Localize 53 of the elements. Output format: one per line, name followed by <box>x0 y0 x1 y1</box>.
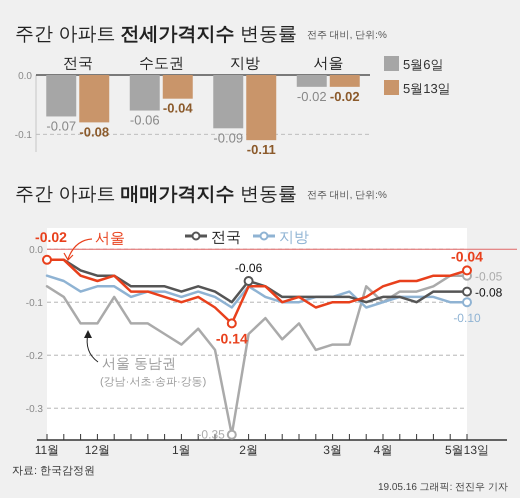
x-tick-label: 5월13일 <box>444 443 490 457</box>
data-label: -0.08 <box>79 124 110 140</box>
y-tick-label: 0.0 <box>29 245 44 256</box>
chart-subtitle: 전주 대비, 단위:% <box>306 30 387 41</box>
y-tick-label: -0.3 <box>26 404 44 416</box>
point <box>462 286 472 297</box>
data-label: -0.04 <box>162 100 194 116</box>
legend-label: 지방 <box>279 229 309 246</box>
data-label: -0.08 <box>475 286 503 300</box>
point <box>226 430 237 440</box>
legend-label: 5월6일 <box>403 57 444 72</box>
data-label: -0.02 <box>296 88 327 104</box>
text: 자료: 한국감정원 <box>12 465 96 477</box>
annotation: (강남·서초·송파·강동) <box>100 376 206 388</box>
y-tick-label: -0.2 <box>26 351 44 362</box>
x-tick-label: 12월 <box>84 443 110 457</box>
point <box>226 318 237 328</box>
data-label: -0.07 <box>46 118 76 134</box>
x-tick-label: 4월 <box>374 443 392 457</box>
y-tick-label: -0.1 <box>26 298 44 310</box>
point <box>462 265 472 276</box>
x-tick-label: 3월 <box>323 443 342 457</box>
point <box>462 297 472 308</box>
data-label: -0.14 <box>216 330 248 346</box>
point <box>244 276 254 286</box>
data-label: -0.02 <box>35 228 68 245</box>
text: 19.05.16 그래픽: 전진우 기자 <box>378 482 508 493</box>
series-label: 서울 동남권 <box>102 355 176 371</box>
x-tick-label: 전국 <box>62 55 93 72</box>
data-label: -0.11 <box>246 142 276 158</box>
legend-label: 서울 <box>95 230 125 247</box>
chart-subtitle: 전주 대비, 단위:% <box>306 190 387 201</box>
x-tick-label: 11월 <box>34 443 60 457</box>
data-label: -0.02 <box>330 88 360 104</box>
data-label: -0.06 <box>130 112 160 128</box>
data-label: -0.04 <box>451 248 484 264</box>
x-tick-label: 서울 <box>313 55 344 72</box>
data-label: -0.35 <box>197 428 226 442</box>
x-tick-label: 지방 <box>230 55 260 72</box>
chart-title: 주간 아파트 전세가격지수 변동률 <box>15 24 297 45</box>
y-tick-label: -0.1 <box>14 130 32 142</box>
x-tick-label: 2월 <box>239 443 258 457</box>
legend-label: 전국 <box>211 229 241 246</box>
y-tick-label: 0.0 <box>18 71 32 82</box>
data-label: -0.05 <box>475 270 503 284</box>
chart-title: 주간 아파트 매매가격지수 변동률 <box>15 184 297 205</box>
data-label: -0.09 <box>213 130 244 146</box>
data-label: -0.06 <box>234 261 263 275</box>
x-tick-label: 1월 <box>172 443 191 457</box>
x-tick-label: 수도권 <box>138 55 184 72</box>
data-label: -0.10 <box>453 311 481 326</box>
legend-label: 5월13일 <box>403 81 451 96</box>
point <box>42 254 52 265</box>
